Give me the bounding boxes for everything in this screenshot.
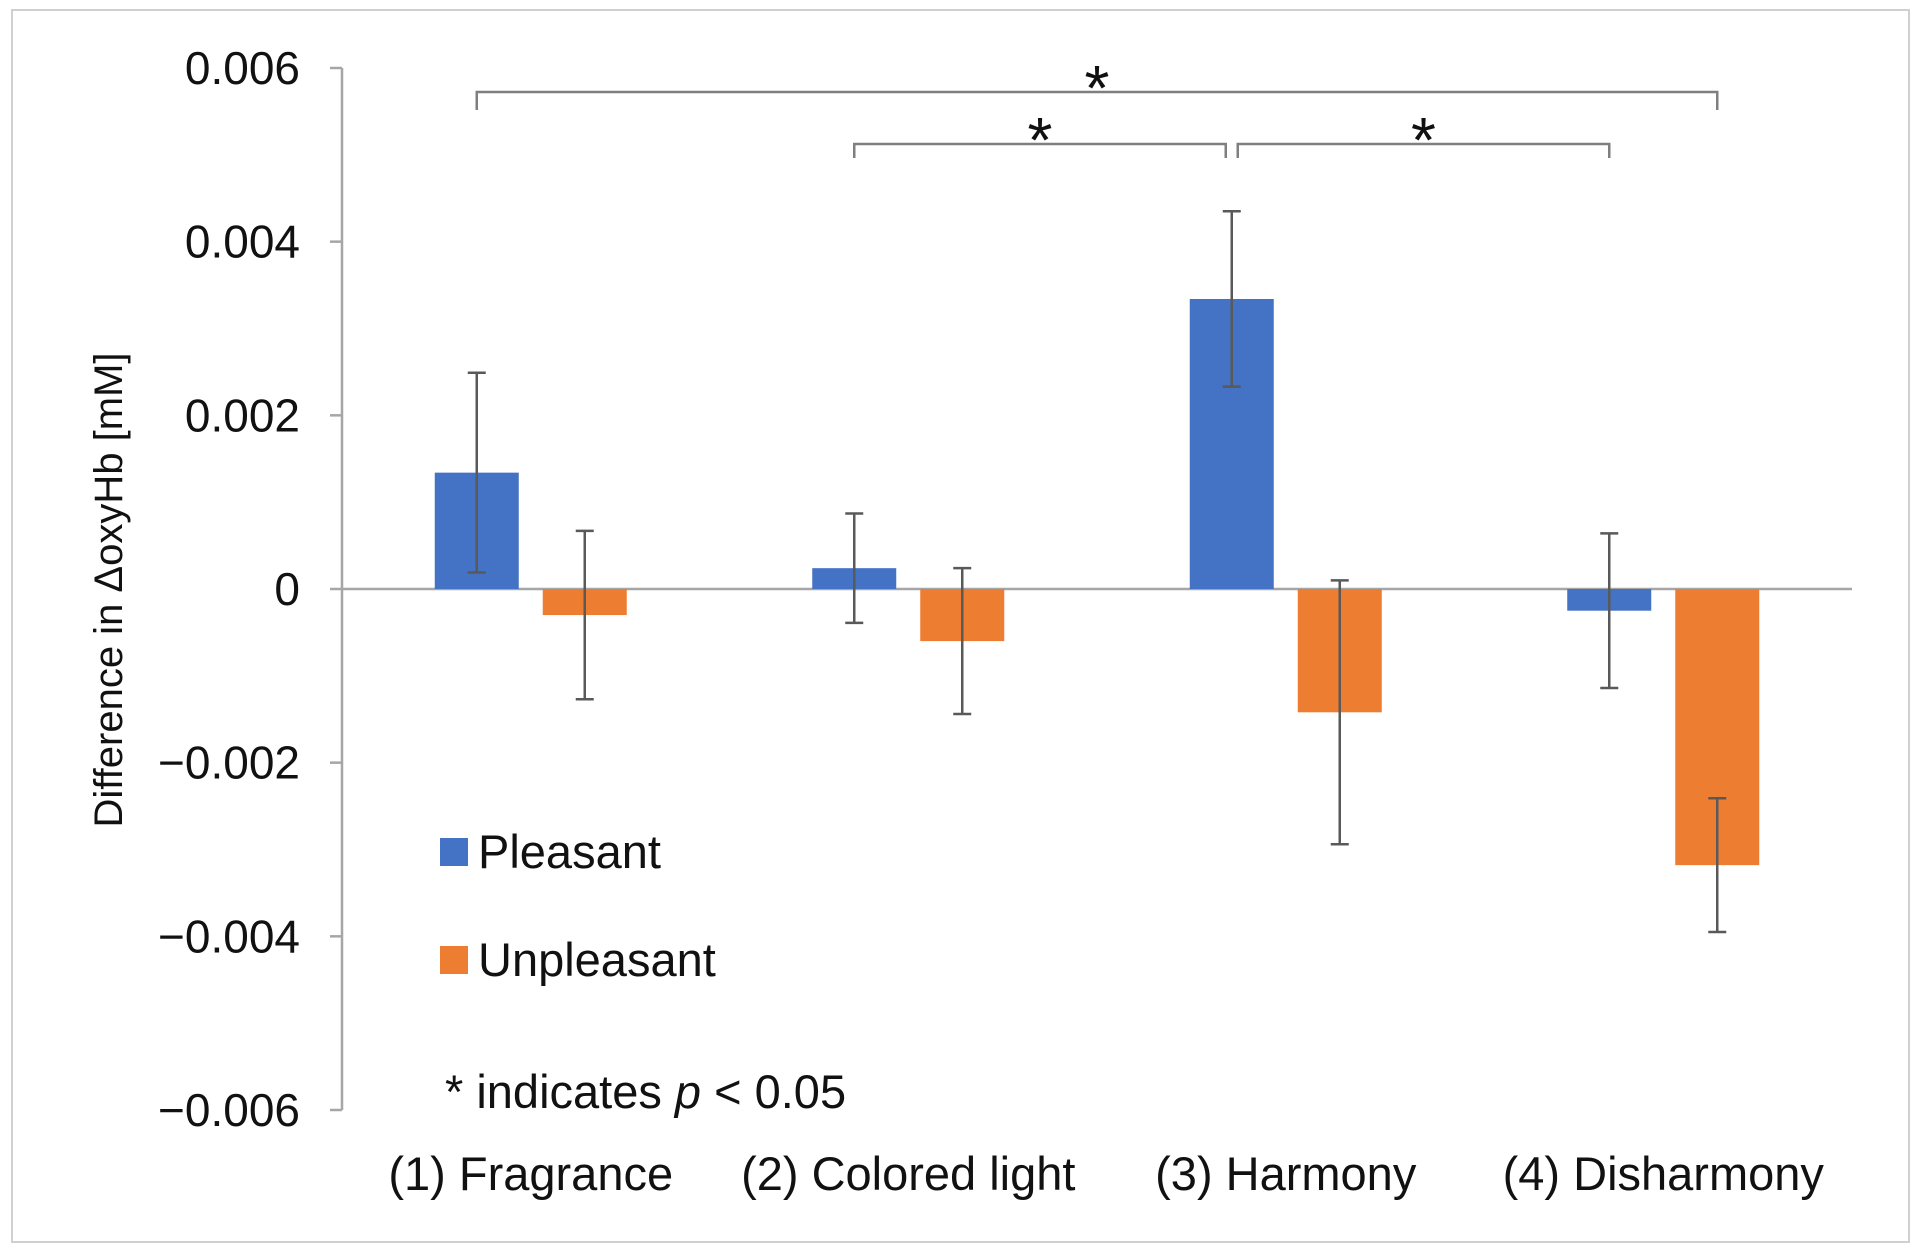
x-category-label: (4) Disharmony	[1503, 1147, 1825, 1200]
axes: 0.006 0.004 0.002 0 −0.002 −0.004 −0.006 (1) Fr…	[158, 42, 1852, 1200]
legend-label-unpleasant: Unpleasant	[478, 933, 716, 986]
significance-star-3: *	[1411, 104, 1436, 176]
significance-brackets: * * *	[475, 52, 1719, 176]
y-axis-title: Difference in ΔoxyHb [mM]	[87, 352, 131, 827]
note-p-variable: p	[673, 1065, 701, 1118]
significance-bracket-3	[1236, 142, 1611, 158]
note-suffix: < 0.05	[701, 1065, 846, 1118]
y-tick-label: −0.002	[158, 737, 300, 789]
y-tick-label: 0.006	[185, 42, 300, 94]
y-tick-label: −0.004	[158, 910, 300, 962]
y-tick-label: −0.006	[158, 1084, 300, 1136]
y-tick-label: 0	[274, 563, 300, 615]
significance-bracket-2	[853, 142, 1227, 158]
x-category-label: (3) Harmony	[1155, 1147, 1417, 1200]
significance-star-1: *	[1085, 52, 1110, 124]
note-prefix: * indicates	[445, 1065, 675, 1118]
y-tick-label: 0.004	[185, 216, 300, 268]
significance-star-2: *	[1028, 104, 1053, 176]
y-tick-label: 0.002	[185, 389, 300, 441]
x-category-label: (1) Fragrance	[388, 1147, 673, 1200]
significance-note: * indicates p < 0.05	[445, 1065, 846, 1118]
x-category-label: (2) Colored light	[741, 1147, 1075, 1200]
legend-swatch-unpleasant	[440, 946, 468, 974]
legend-swatch-pleasant	[440, 838, 468, 866]
significance-bracket-1	[475, 90, 1719, 110]
error-bars	[467, 210, 1727, 934]
legend-label-pleasant: Pleasant	[478, 825, 661, 878]
legend: Pleasant Unpleasant	[440, 825, 716, 986]
